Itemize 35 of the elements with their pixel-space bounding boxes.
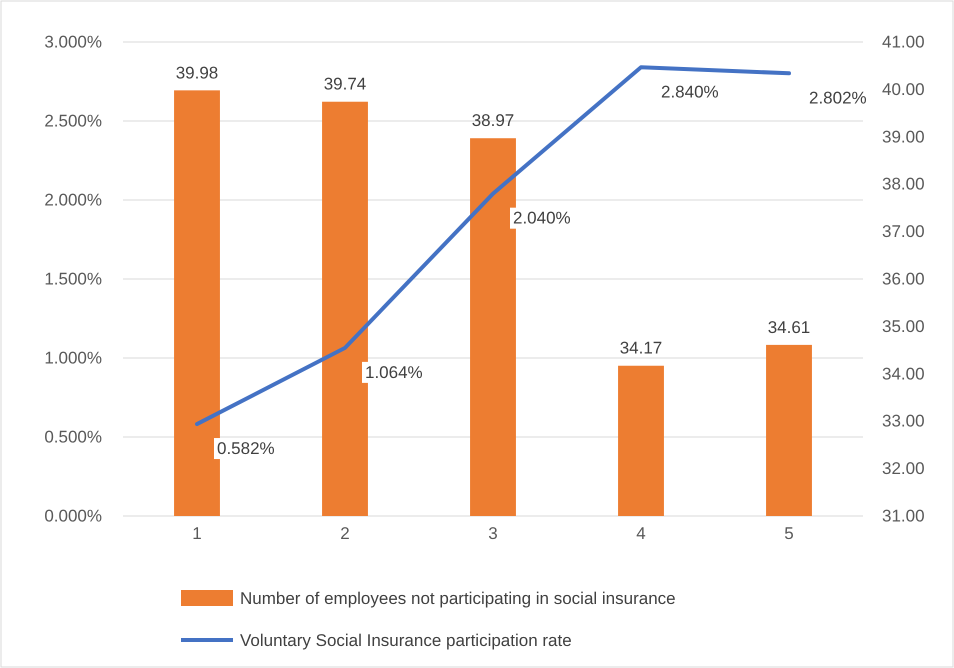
data-label: 1.064%	[365, 362, 423, 382]
y-tick-label: 0.000%	[44, 506, 102, 526]
y2-tick-label: 35.00	[882, 316, 925, 336]
x-tick-label: 1	[192, 524, 202, 544]
data-label: 38.97	[472, 111, 514, 130]
y2-tick-label: 34.00	[882, 364, 925, 384]
y2-tick-label: 36.00	[882, 269, 925, 288]
legend-label: Number of employees not participating in social insurance	[240, 589, 676, 608]
y2-tick-label: 39.00	[882, 127, 925, 146]
data-label: 2.040%	[513, 208, 571, 228]
y-tick-label: 2.500%	[44, 111, 102, 130]
y2-tick-label: 37.00	[882, 222, 925, 242]
x-tick-label: 3	[488, 524, 498, 544]
x-tick-label: 4	[636, 524, 646, 544]
x-tick-label: 2	[340, 524, 350, 544]
data-label: 34.61	[768, 318, 810, 337]
data-label: 34.17	[620, 338, 662, 358]
y2-tick-label: 32.00	[882, 459, 925, 478]
y-tick-label: 2.000%	[44, 190, 102, 210]
x-tick-label: 5	[784, 524, 794, 544]
data-label: 39.74	[324, 74, 366, 94]
y-tick-label: 3.000%	[44, 32, 102, 52]
y2-tick-label: 38.00	[882, 174, 925, 194]
y-tick-label: 1.500%	[44, 269, 102, 288]
legend-label: Voluntary Social Insurance participation rate	[240, 631, 572, 650]
data-label: 2.802%	[809, 88, 867, 108]
y2-tick-label: 31.00	[882, 506, 925, 526]
y-tick-label: 0.500%	[44, 427, 102, 446]
y2-tick-label: 40.00	[882, 80, 925, 99]
data-label: 0.582%	[217, 439, 275, 458]
data-label: 2.840%	[661, 82, 719, 102]
y2-tick-label: 33.00	[882, 412, 925, 431]
y-tick-label: 1.000%	[44, 348, 102, 368]
y2-tick-label: 41.00	[882, 32, 925, 52]
data-label: 39.98	[176, 63, 218, 82]
